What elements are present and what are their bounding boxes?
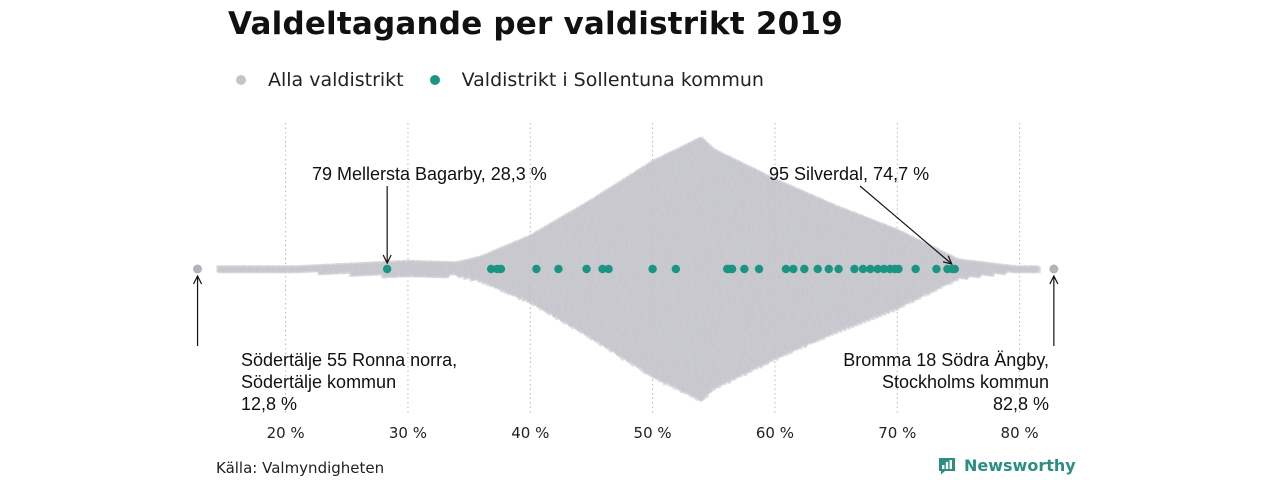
legend-dot-sollentuna (429, 75, 440, 85)
legend-dot-all (236, 75, 246, 85)
legend-label-all: Alla valdistrikt (268, 69, 404, 91)
legend-label-sollentuna: Valdistrikt i Sollentuna kommun (462, 69, 764, 91)
legend-item-sollentuna: Valdistrikt i Sollentuna kommun (429, 69, 764, 91)
legend: Alla valdistrikt Valdistrikt i Sollentun… (236, 66, 790, 94)
chart-title: Valdeltagande per valdistrikt 2019 (228, 6, 843, 42)
legend-item-all: Alla valdistrikt (236, 69, 404, 91)
